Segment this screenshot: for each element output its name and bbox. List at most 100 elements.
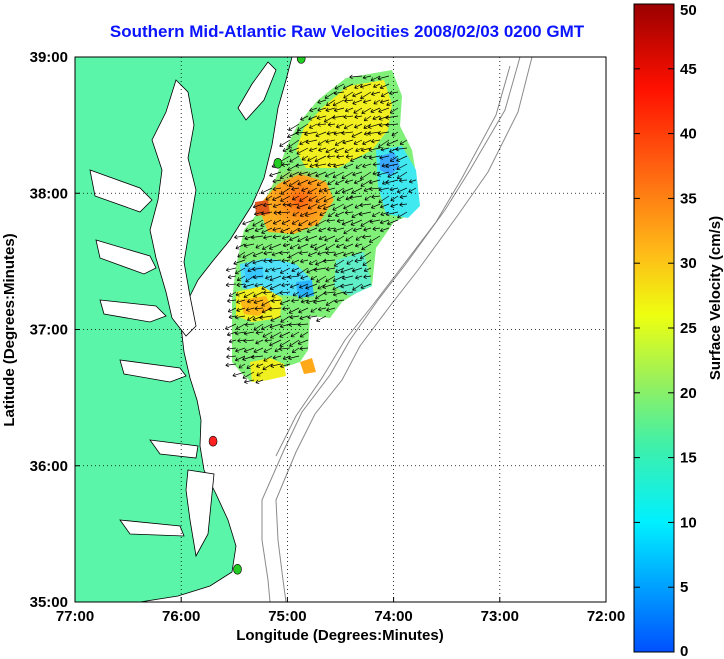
velocity-arrow xyxy=(359,83,372,89)
velocity-arrow xyxy=(385,115,399,120)
velocity-arrow xyxy=(308,219,318,226)
velocity-arrow xyxy=(280,187,291,195)
velocity-arrow xyxy=(279,323,291,329)
velocity-arrow xyxy=(246,363,255,369)
velocity-arrow xyxy=(351,211,363,219)
velocity-arrow xyxy=(318,147,327,152)
velocity-arrow xyxy=(315,195,327,203)
velocity-arrow xyxy=(350,155,363,162)
velocity-arrow xyxy=(363,267,372,273)
velocity-arrow xyxy=(344,98,354,103)
velocity-arrow xyxy=(243,243,255,248)
velocity-arrow xyxy=(362,75,372,80)
velocity-arrow xyxy=(354,243,363,248)
velocity-arrow xyxy=(333,90,345,96)
velocity-arrow xyxy=(296,147,309,155)
velocity-arrow xyxy=(390,195,399,202)
velocity-arrow xyxy=(252,266,264,272)
velocity-arrow xyxy=(269,275,282,282)
velocity-arrow xyxy=(233,259,246,266)
velocity-arrow xyxy=(322,258,336,264)
velocity-arrow xyxy=(324,171,336,178)
velocity-arrow xyxy=(298,307,309,314)
velocity-arrow xyxy=(334,211,345,217)
velocity-arrow xyxy=(277,210,291,216)
velocity-arrow xyxy=(299,283,309,289)
velocity-arrow xyxy=(325,299,336,306)
velocity-arrow xyxy=(372,226,381,232)
velocity-arrow xyxy=(307,155,318,162)
x-tick-label: 74:00 xyxy=(374,608,412,625)
velocity-arrow xyxy=(282,202,291,207)
velocity-arrow xyxy=(353,107,363,114)
velocity-arrow xyxy=(377,75,390,81)
velocity-arrow xyxy=(353,179,363,185)
velocity-arrow xyxy=(307,203,318,210)
velocity-arrow xyxy=(300,115,309,121)
velocity-arrow xyxy=(341,275,354,281)
velocity-arrow xyxy=(296,203,309,210)
velocity-arrow xyxy=(245,275,255,283)
velocity-arrow xyxy=(332,171,345,179)
velocity-arrow xyxy=(380,203,390,209)
velocity-arrow xyxy=(332,99,345,107)
velocity-arrow xyxy=(235,355,246,362)
velocity-arrow xyxy=(269,323,282,329)
radar-site-marker xyxy=(273,157,283,169)
velocity-arrow xyxy=(254,282,264,288)
velocity-arrow xyxy=(363,131,372,136)
velocity-arrow xyxy=(309,123,318,129)
colorbar-tick-label: 5 xyxy=(680,579,688,596)
velocity-arrow xyxy=(360,219,372,227)
map-grid xyxy=(75,57,606,602)
velocity-arrow xyxy=(354,114,363,120)
velocity-arrow xyxy=(299,250,309,256)
velocity-arrow xyxy=(253,299,264,305)
velocity-arrow xyxy=(363,227,372,232)
velocity-arrow xyxy=(323,195,336,203)
velocity-arrow xyxy=(291,219,300,225)
velocity-arrow xyxy=(343,227,354,235)
velocity-arrow xyxy=(399,194,408,200)
velocity-arrow xyxy=(265,195,273,201)
velocity-arrow xyxy=(353,139,363,145)
velocity-arrow xyxy=(282,355,291,361)
velocity-arrow xyxy=(234,234,246,240)
velocity-arrow xyxy=(279,339,291,347)
velocity-arrow xyxy=(362,139,372,146)
velocity-arrow xyxy=(396,187,408,194)
velocity-arrow xyxy=(279,267,291,274)
velocity-arrow xyxy=(362,163,372,169)
velocity-arrow xyxy=(226,331,237,337)
velocity-arrow xyxy=(281,235,291,240)
velocity-arrow xyxy=(373,99,381,105)
velocity-arrow xyxy=(314,155,327,163)
velocity-arrow xyxy=(299,346,309,351)
velocity-arrow xyxy=(327,122,336,127)
velocity-arrow xyxy=(299,211,309,217)
velocity-arrow xyxy=(332,203,345,211)
velocity-arrow xyxy=(270,363,282,368)
velocity-arrow xyxy=(378,122,390,128)
velocity-arrow xyxy=(252,203,264,209)
velocity-arrow xyxy=(255,379,264,384)
velocity-arrow xyxy=(352,99,363,105)
velocity-arrow xyxy=(362,234,372,240)
velocity-arrow xyxy=(351,267,363,273)
velocity-arrow xyxy=(243,291,255,299)
velocity-arrow xyxy=(315,131,327,138)
velocity-arrow xyxy=(369,179,381,185)
velocity-arrow xyxy=(376,171,390,177)
velocity-arrow xyxy=(343,91,354,99)
velocity-arrow xyxy=(343,243,354,250)
velocity-arrow xyxy=(313,299,327,305)
velocity-arrow xyxy=(369,219,381,224)
velocity-arrow xyxy=(292,291,300,297)
velocity-arrow xyxy=(343,114,354,120)
velocity-arrow xyxy=(371,138,381,144)
colorbar-tick-label: 20 xyxy=(680,385,697,402)
velocity-arrow xyxy=(253,323,264,331)
velocity-arrow xyxy=(297,339,309,346)
velocity-arrow xyxy=(307,179,318,185)
velocity-arrow xyxy=(250,354,264,360)
